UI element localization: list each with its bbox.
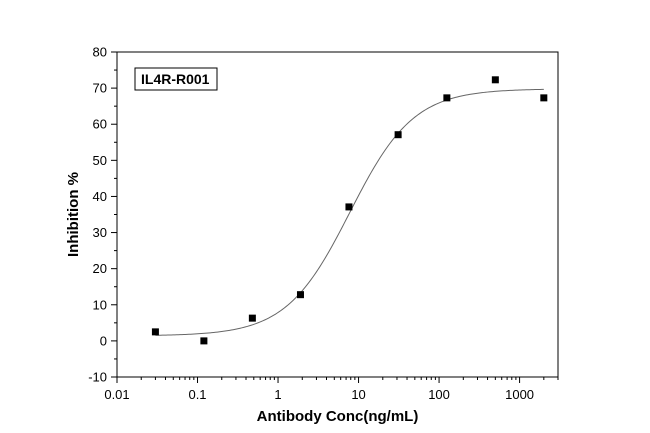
y-tick-label: 30 xyxy=(93,225,107,240)
data-point xyxy=(394,131,402,139)
y-axis-title: Inhibition % xyxy=(65,172,82,257)
data-point xyxy=(296,291,304,299)
x-tick-label: 10 xyxy=(351,387,365,402)
y-tick-label: -10 xyxy=(88,370,107,385)
data-point xyxy=(491,76,499,84)
y-tick-label: 80 xyxy=(93,45,107,60)
y-tick-label: 0 xyxy=(100,333,107,348)
y-tick-label: 60 xyxy=(93,117,107,132)
y-tick-label: 70 xyxy=(93,81,107,96)
data-point xyxy=(443,94,451,102)
fit-layer xyxy=(155,88,544,336)
x-axis-title: Antibody Conc(ng/mL) xyxy=(257,408,419,425)
x-tick-label: 0.01 xyxy=(104,387,129,402)
legend: IL4R-R001 xyxy=(134,67,218,91)
y-tick-label: 10 xyxy=(93,297,107,312)
plot-frame xyxy=(116,51,559,378)
x-tick-label: 100 xyxy=(428,387,450,402)
fit-curve xyxy=(155,88,544,336)
y-tick-label: 50 xyxy=(93,153,107,168)
legend-label: IL4R-R001 xyxy=(141,71,210,87)
data-point xyxy=(248,314,256,322)
x-tick-label: 0.1 xyxy=(188,387,206,402)
data-point xyxy=(540,94,548,102)
data-point xyxy=(151,328,159,336)
y-tick-label: 40 xyxy=(93,189,107,204)
x-tick-label: 1000 xyxy=(505,387,534,402)
y-tick-label: 20 xyxy=(93,261,107,276)
data-point xyxy=(200,337,208,345)
points-layer xyxy=(151,76,548,345)
ticks-layer: 0.01 0.1 1 10 100 1000 -10 0 10 20 30 40 50 60 70 80 xyxy=(88,45,559,402)
x-tick-label: 1 xyxy=(274,387,281,402)
data-point xyxy=(345,203,353,211)
legend-box xyxy=(134,67,218,91)
